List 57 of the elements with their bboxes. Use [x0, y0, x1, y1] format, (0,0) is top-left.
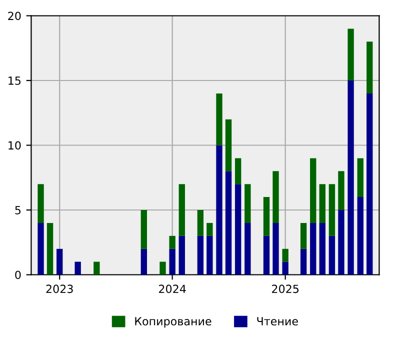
bar	[300, 222, 307, 249]
y-tick-label: 15	[8, 76, 21, 85]
bar	[263, 236, 270, 275]
bar	[225, 171, 232, 275]
bar	[206, 236, 213, 275]
bar	[140, 210, 147, 249]
legend-label: Чтение	[257, 317, 298, 326]
bar	[169, 248, 176, 275]
bar	[197, 210, 204, 236]
bar	[366, 93, 373, 275]
bar	[282, 262, 288, 275]
bar	[366, 42, 373, 94]
bar	[357, 158, 364, 198]
bar	[178, 236, 185, 275]
bar	[244, 222, 251, 275]
bar	[235, 184, 242, 275]
bar	[178, 184, 185, 236]
bar	[94, 262, 100, 275]
bar	[225, 119, 232, 172]
bar	[310, 222, 316, 275]
bar	[272, 222, 279, 275]
bar	[300, 248, 307, 275]
bar	[319, 222, 326, 275]
bar	[74, 262, 81, 275]
bar	[310, 158, 316, 223]
y-tick-label: 0	[15, 270, 21, 280]
bar	[197, 236, 204, 275]
bar	[216, 93, 222, 146]
bar	[319, 184, 326, 223]
bar	[169, 236, 176, 249]
bar	[328, 236, 336, 275]
bar	[348, 80, 354, 275]
bar	[38, 222, 44, 275]
bar	[282, 248, 288, 262]
bar	[272, 171, 279, 223]
bar	[140, 248, 147, 275]
x-tick-label: 2023	[46, 284, 73, 294]
bar	[348, 28, 354, 80]
x-tick-label: 2024	[158, 284, 186, 294]
bar	[328, 184, 336, 236]
bar	[46, 222, 54, 275]
bar	[216, 145, 222, 275]
bar	[263, 197, 270, 236]
bar	[206, 222, 213, 236]
bar	[244, 184, 251, 223]
bar	[38, 184, 44, 223]
bar	[160, 262, 166, 275]
bar	[56, 248, 63, 275]
y-tick-label: 10	[8, 141, 21, 150]
y-tick-label: 20	[8, 12, 21, 20]
bar	[357, 197, 364, 275]
legend-label: Копирование	[135, 317, 212, 328]
bar	[338, 210, 344, 275]
x-tick-label: 2025	[272, 284, 298, 294]
y-tick-label: 5	[15, 206, 21, 214]
bar	[235, 158, 242, 184]
bar	[338, 171, 344, 210]
